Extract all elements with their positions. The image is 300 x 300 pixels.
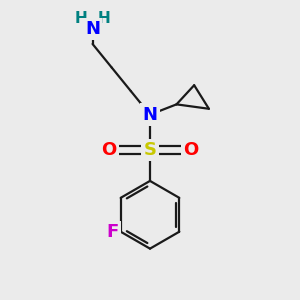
Text: F: F [106,223,118,241]
Text: H: H [75,11,88,26]
Text: O: O [101,141,116,159]
Text: H: H [98,11,110,26]
Text: S: S [143,141,157,159]
Text: N: N [85,20,100,38]
Text: N: N [142,106,158,124]
Text: O: O [184,141,199,159]
